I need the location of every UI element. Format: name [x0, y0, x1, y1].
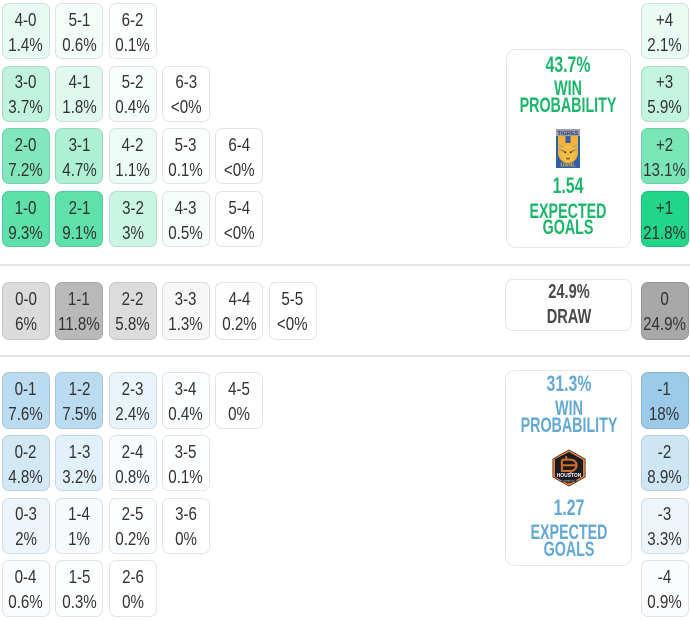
svg-text:UANL: UANL [561, 162, 577, 168]
svg-text:DYNAMO FC: DYNAMO FC [563, 479, 575, 482]
svg-text:TIGRES: TIGRES [558, 131, 579, 137]
svg-text:HOUSTON: HOUSTON [557, 473, 582, 479]
